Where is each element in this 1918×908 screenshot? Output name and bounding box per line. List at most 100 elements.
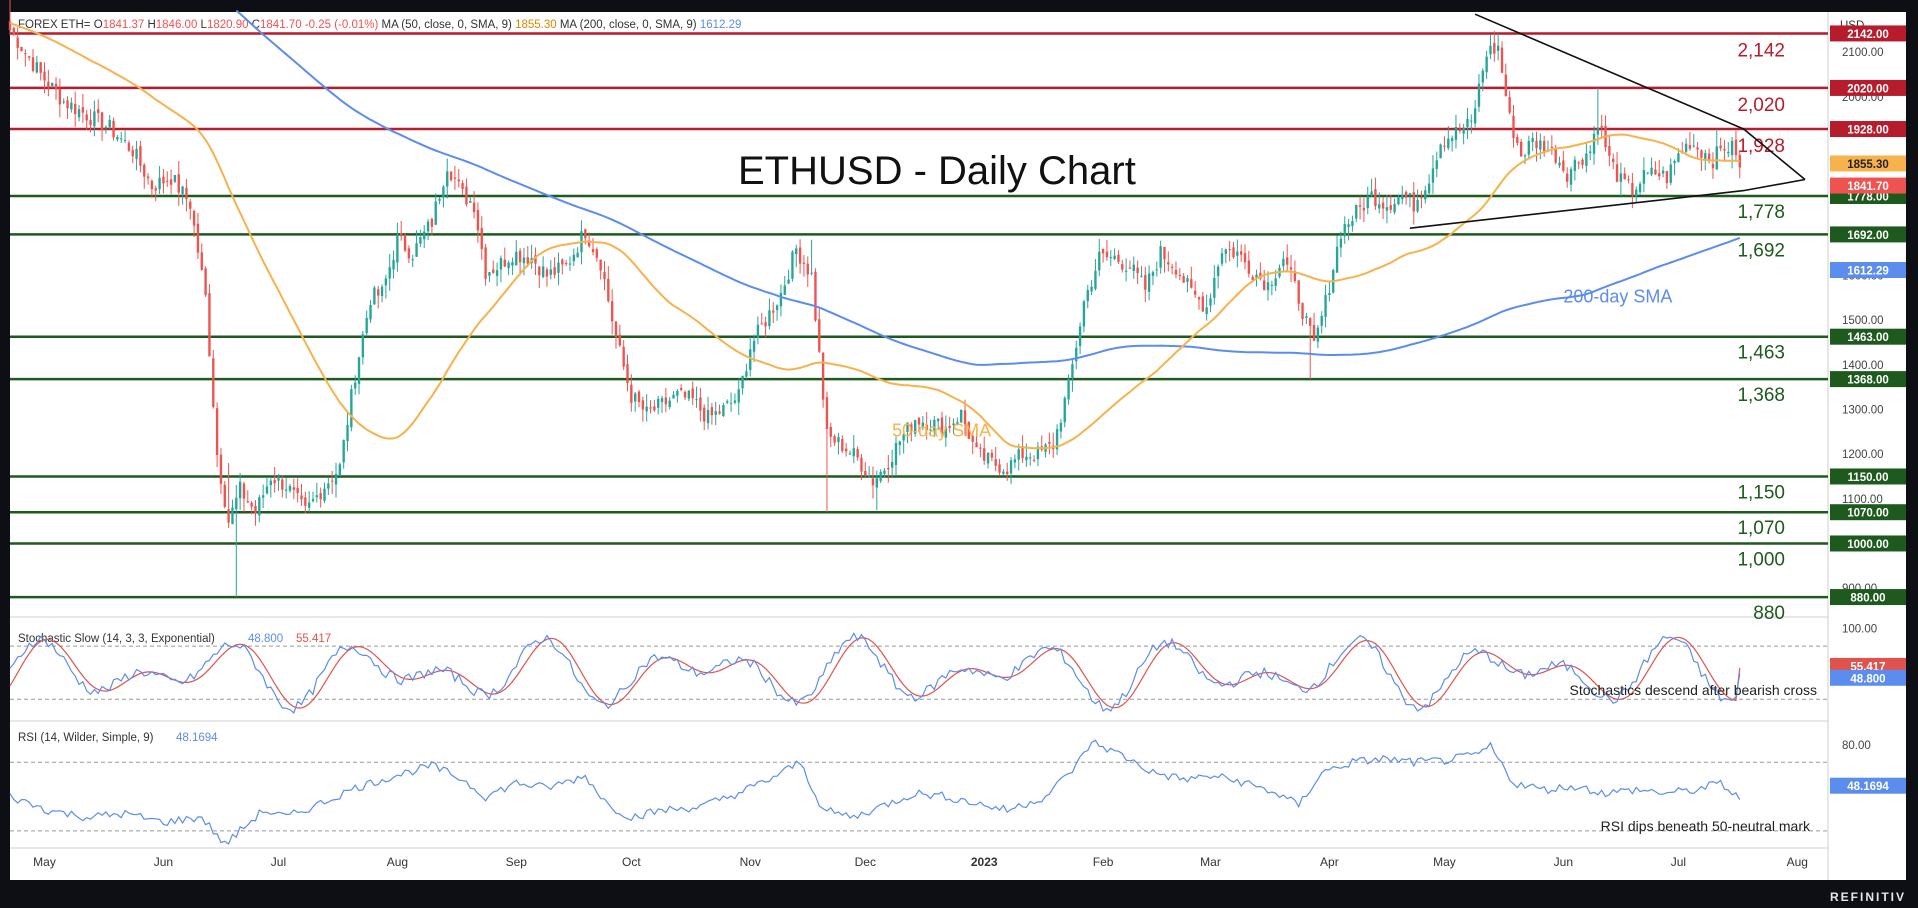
candle-body	[1443, 145, 1446, 147]
candle-body	[657, 398, 660, 408]
candle-body	[1170, 266, 1174, 268]
candle-body	[795, 248, 798, 255]
support-tag-bg	[1830, 226, 1906, 243]
candle-body	[1147, 273, 1151, 292]
candle-body	[1247, 260, 1251, 274]
candle-body	[894, 443, 898, 465]
stoch-k-tag-text: 48.800	[1850, 673, 1885, 685]
candle-body	[833, 436, 836, 443]
support-label: 1,778	[1737, 202, 1785, 223]
resistance-tag-bg	[1830, 79, 1906, 96]
candle-body	[430, 218, 434, 227]
candle-body	[219, 454, 223, 484]
candle-body	[1473, 108, 1477, 124]
candle-body	[1059, 422, 1063, 432]
candle-body	[97, 109, 100, 114]
candle-body	[54, 83, 58, 90]
candle-body	[12, 27, 16, 35]
candle-body	[212, 358, 215, 407]
candle-body	[480, 228, 483, 249]
candle-body	[438, 198, 441, 201]
rsi-line	[9, 739, 1741, 845]
candle-body	[526, 257, 529, 264]
candle-body	[538, 266, 541, 276]
candle-body	[1454, 126, 1458, 140]
header-ohlc-key: H	[147, 19, 155, 31]
candle-body	[1255, 274, 1258, 278]
candle-body	[465, 186, 468, 205]
candle-body	[127, 142, 131, 151]
candle-body	[779, 292, 783, 307]
candle-body	[185, 187, 188, 200]
candle-body	[1493, 42, 1496, 54]
candle-body	[814, 271, 817, 321]
candle-body	[699, 397, 702, 411]
candle-body	[100, 112, 104, 131]
x-tick-label: Dec	[855, 855, 876, 869]
resistance-tag: 2142.00	[1830, 25, 1906, 42]
support-label: 1,368	[1737, 385, 1785, 406]
stoch-k-line	[9, 632, 1741, 715]
candle-body	[1393, 203, 1396, 213]
candle-body	[722, 405, 725, 417]
candle-body	[1389, 205, 1392, 210]
candle-body	[1704, 153, 1707, 161]
candle-body	[1067, 378, 1070, 400]
candle-body	[200, 252, 203, 270]
candle-body	[1032, 459, 1036, 461]
rsi-value: 48.1694	[176, 732, 218, 744]
candle-body	[300, 495, 303, 500]
candle-body	[1151, 272, 1155, 276]
header-ma50-label: MA (50, close, 0, SMA, 9)	[381, 19, 515, 31]
candle-body	[503, 259, 506, 267]
support-tag-text: 1000.00	[1847, 539, 1889, 551]
candle-body	[231, 507, 234, 525]
candle-body	[1684, 143, 1688, 152]
candle-body	[791, 251, 794, 279]
candle-body	[1362, 208, 1366, 211]
candle-body	[269, 480, 272, 486]
candle-body	[162, 176, 165, 184]
candle-body	[967, 422, 971, 439]
candle-body	[1309, 318, 1312, 326]
header-ohlc-key: L	[201, 19, 208, 31]
candle-body	[1569, 169, 1573, 185]
resistance-tag-text: 1928.00	[1847, 125, 1889, 137]
candle-body	[568, 263, 572, 265]
candle-body	[913, 420, 917, 434]
candle-body	[323, 488, 326, 501]
candle-body	[273, 479, 276, 484]
candle-body	[327, 483, 330, 489]
support-label: 1,000	[1737, 549, 1785, 570]
candle-body	[511, 262, 514, 266]
candle-body	[576, 252, 579, 258]
candle-body	[733, 400, 737, 403]
candle-body	[1566, 173, 1569, 182]
candle-body	[1439, 144, 1442, 159]
candle-body	[315, 495, 319, 498]
candle-body	[752, 340, 756, 352]
candle-body	[664, 397, 668, 405]
candle-body	[403, 235, 407, 251]
candle-body	[936, 418, 940, 422]
candle-body	[204, 268, 207, 296]
candle-body	[66, 100, 69, 109]
candle-body	[760, 323, 763, 325]
header-ma200-value: 1612.29	[700, 19, 742, 31]
brand-logo: REFINITIV	[1829, 890, 1906, 904]
candle-body	[1665, 171, 1669, 184]
candle-body	[166, 180, 169, 182]
candle-body	[307, 502, 311, 508]
candle-body	[890, 462, 894, 468]
candle-body	[925, 424, 928, 431]
support-tag: 1463.00	[1830, 328, 1906, 345]
candle-body	[1320, 315, 1323, 326]
candle-body	[1573, 159, 1577, 171]
y-tick-label: 1500.00	[1842, 315, 1884, 327]
candle-body	[1412, 192, 1415, 212]
candle-body	[1612, 158, 1615, 163]
candle-body	[1431, 168, 1435, 183]
candle-body	[1646, 172, 1649, 174]
candle-body	[687, 390, 691, 399]
x-tick-label: Aug	[387, 855, 408, 869]
